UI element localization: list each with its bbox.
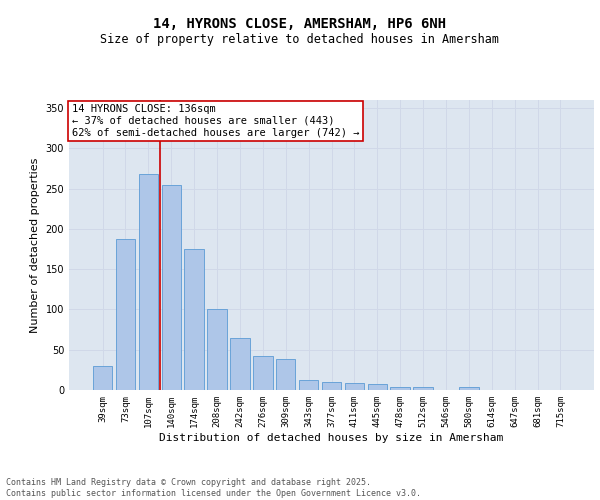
Bar bbox=[413, 387, 433, 390]
Bar bbox=[208, 310, 227, 390]
Bar bbox=[230, 338, 250, 390]
Text: 14 HYRONS CLOSE: 136sqm
← 37% of detached houses are smaller (443)
62% of semi-d: 14 HYRONS CLOSE: 136sqm ← 37% of detache… bbox=[71, 104, 359, 138]
Bar bbox=[391, 387, 410, 390]
Bar bbox=[253, 356, 272, 390]
Bar bbox=[299, 380, 319, 390]
Bar bbox=[116, 238, 135, 390]
Bar bbox=[322, 382, 341, 390]
Bar bbox=[184, 249, 204, 390]
Text: Size of property relative to detached houses in Amersham: Size of property relative to detached ho… bbox=[101, 32, 499, 46]
Bar bbox=[276, 360, 295, 390]
Bar bbox=[139, 174, 158, 390]
Y-axis label: Number of detached properties: Number of detached properties bbox=[30, 158, 40, 332]
Bar bbox=[161, 184, 181, 390]
Text: 14, HYRONS CLOSE, AMERSHAM, HP6 6NH: 14, HYRONS CLOSE, AMERSHAM, HP6 6NH bbox=[154, 18, 446, 32]
Bar bbox=[93, 366, 112, 390]
Text: Contains HM Land Registry data © Crown copyright and database right 2025.
Contai: Contains HM Land Registry data © Crown c… bbox=[6, 478, 421, 498]
Bar bbox=[368, 384, 387, 390]
Bar bbox=[459, 387, 479, 390]
X-axis label: Distribution of detached houses by size in Amersham: Distribution of detached houses by size … bbox=[160, 432, 503, 442]
Bar bbox=[344, 383, 364, 390]
